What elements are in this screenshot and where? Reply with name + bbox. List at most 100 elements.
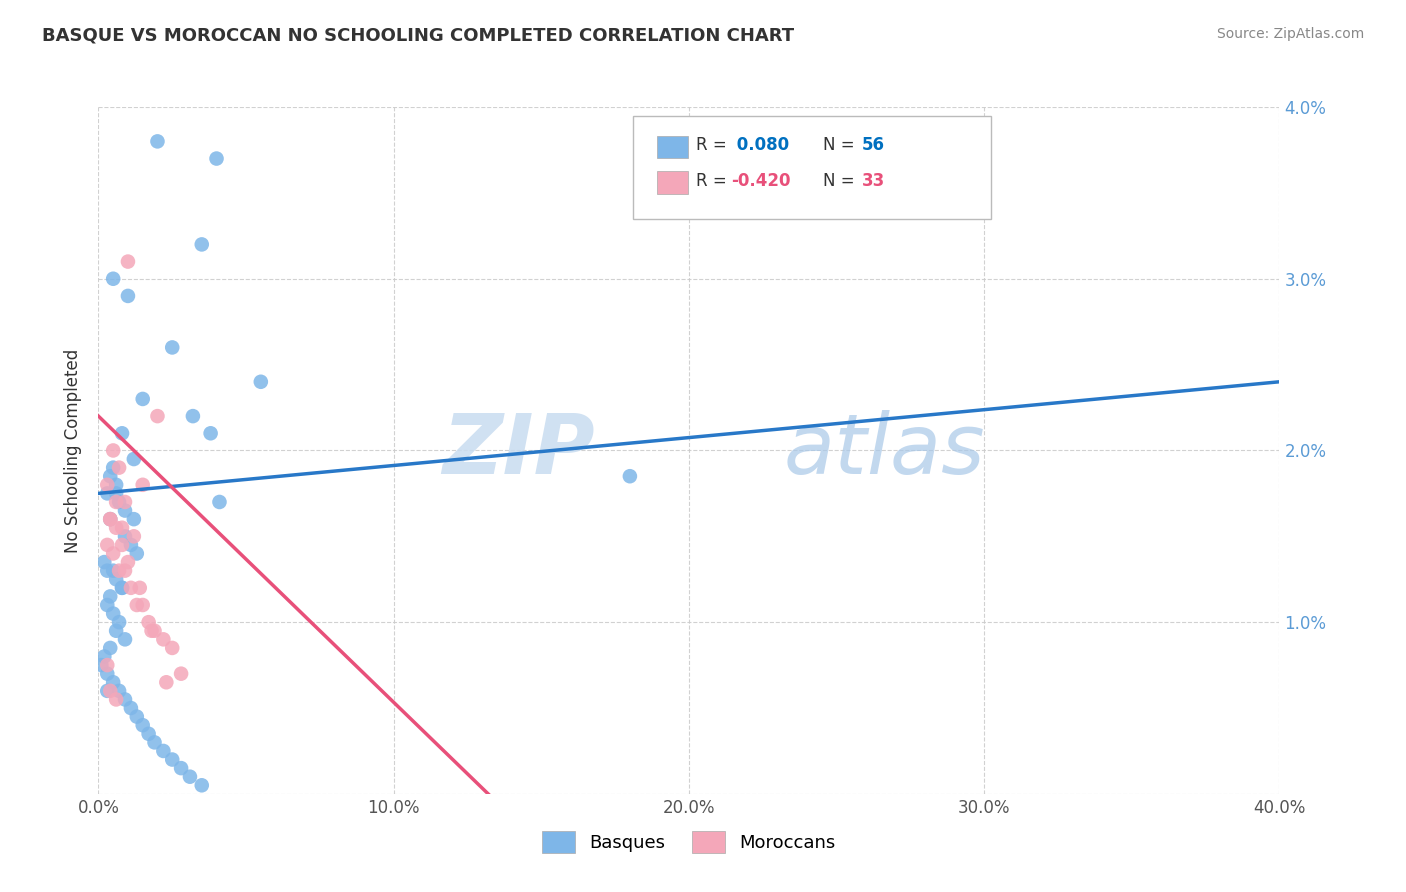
Point: [96, 538, 118, 552]
Point: [128, 581, 150, 595]
Point: [103, 271, 125, 285]
Point: [146, 135, 169, 149]
Point: [191, 237, 214, 252]
Point: [98, 512, 121, 526]
Y-axis label: No Schooling Completed: No Schooling Completed: [65, 349, 83, 552]
Point: [120, 701, 142, 715]
Point: [143, 624, 166, 638]
Text: atlas: atlas: [783, 410, 986, 491]
Text: R =: R =: [696, 172, 733, 190]
Point: [120, 538, 142, 552]
Point: [117, 289, 139, 303]
Point: [162, 640, 183, 655]
Point: [114, 564, 136, 578]
Point: [179, 770, 201, 784]
Point: [114, 503, 136, 517]
Point: [108, 495, 131, 509]
Text: Source: ZipAtlas.com: Source: ZipAtlas.com: [1216, 27, 1364, 41]
Point: [96, 666, 118, 681]
Point: [191, 778, 214, 792]
Point: [250, 375, 273, 389]
Point: [108, 460, 131, 475]
Legend: Basques, Moroccans: Basques, Moroccans: [527, 816, 851, 867]
Point: [108, 564, 131, 578]
Point: [132, 392, 155, 406]
Point: [117, 555, 139, 569]
Point: [96, 683, 118, 698]
Point: [155, 675, 177, 690]
Point: [96, 486, 118, 500]
Point: [114, 632, 136, 647]
Point: [103, 675, 125, 690]
Text: 33: 33: [862, 172, 886, 190]
Text: 56: 56: [862, 136, 884, 154]
Point: [111, 426, 134, 441]
Point: [146, 409, 169, 424]
Point: [132, 598, 155, 612]
Point: [103, 564, 125, 578]
Point: [105, 495, 128, 509]
Point: [105, 521, 128, 535]
Point: [105, 478, 128, 492]
Text: BASQUE VS MOROCCAN NO SCHOOLING COMPLETED CORRELATION CHART: BASQUE VS MOROCCAN NO SCHOOLING COMPLETE…: [42, 27, 794, 45]
Point: [108, 615, 131, 630]
Point: [105, 486, 128, 500]
Point: [120, 581, 142, 595]
Point: [111, 581, 134, 595]
Point: [132, 718, 155, 732]
Text: R =: R =: [696, 136, 733, 154]
Point: [181, 409, 204, 424]
Point: [114, 692, 136, 706]
Point: [90, 658, 112, 673]
Point: [125, 709, 148, 723]
Point: [93, 649, 115, 664]
Text: N =: N =: [823, 136, 859, 154]
Point: [98, 683, 121, 698]
Point: [114, 529, 136, 543]
Point: [98, 512, 121, 526]
Point: [138, 727, 160, 741]
Point: [96, 658, 118, 673]
Point: [117, 254, 139, 268]
Point: [122, 512, 145, 526]
Point: [96, 598, 118, 612]
Point: [122, 452, 145, 467]
Text: 0.080: 0.080: [731, 136, 789, 154]
Point: [208, 495, 231, 509]
Point: [141, 624, 163, 638]
Point: [93, 555, 115, 569]
Point: [103, 443, 125, 458]
Point: [105, 692, 128, 706]
Point: [108, 683, 131, 698]
Point: [114, 495, 136, 509]
Point: [162, 753, 183, 767]
Point: [103, 607, 125, 621]
Point: [98, 512, 121, 526]
Point: [200, 426, 222, 441]
Point: [619, 469, 641, 483]
Text: ZIP: ZIP: [441, 410, 595, 491]
Point: [98, 590, 121, 604]
Point: [103, 460, 125, 475]
Point: [152, 632, 174, 647]
Point: [105, 624, 128, 638]
Point: [105, 572, 128, 586]
Point: [162, 341, 183, 355]
Point: [170, 666, 193, 681]
Text: N =: N =: [823, 172, 859, 190]
Point: [122, 529, 145, 543]
Point: [96, 478, 118, 492]
Point: [132, 478, 155, 492]
Point: [205, 152, 228, 166]
Point: [152, 744, 174, 758]
Point: [170, 761, 193, 775]
Point: [96, 564, 118, 578]
Text: -0.420: -0.420: [731, 172, 790, 190]
Point: [125, 598, 148, 612]
Point: [111, 521, 134, 535]
Point: [125, 546, 148, 561]
Point: [138, 615, 160, 630]
Point: [103, 546, 125, 561]
Point: [111, 538, 134, 552]
Point: [143, 735, 166, 749]
